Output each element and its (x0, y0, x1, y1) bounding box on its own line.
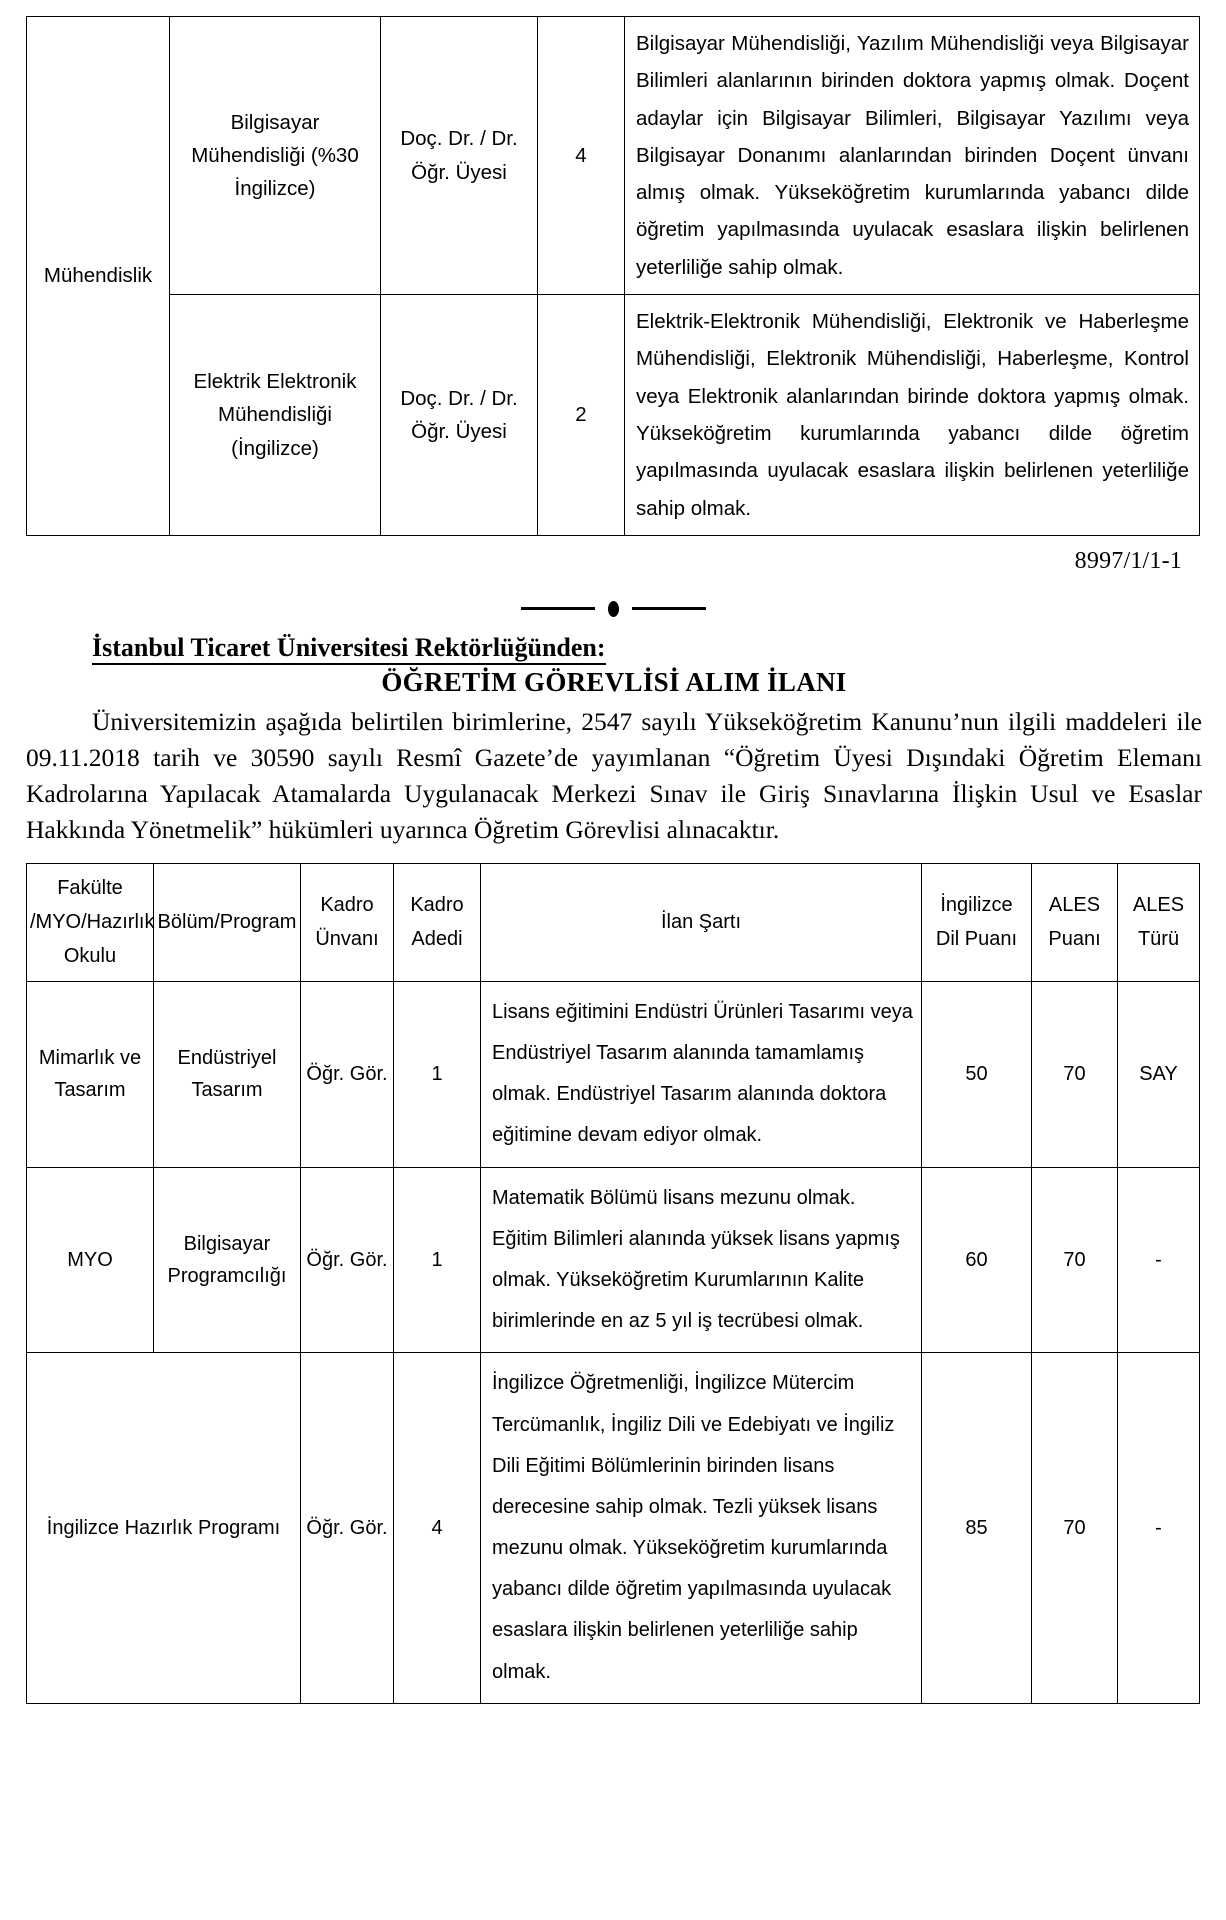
separator-line-right (631, 607, 706, 611)
header-kadro-adedi-line1: Kadro (410, 893, 464, 916)
cell-kadro-unvani: Doç. Dr. / Dr. Öğr. Üyesi (380, 294, 538, 536)
header-ales-turu-line1: ALES (1132, 893, 1185, 916)
cell-program: Bilgisayar Mühendisliği (%30 İngilizce) (169, 15, 381, 296)
header-kadro-adedi: Kadro Adedi (393, 862, 481, 982)
cell-ingilizce-dil-puani: 85 (921, 1352, 1032, 1704)
reference-code: 8997/1/1-1 (1074, 547, 1182, 574)
table-row: Mimarlık ve Tasarım Endüstriyel Tasarım … (26, 980, 1200, 1168)
cell-kadro-unvani: Öğr. Gör. (300, 1352, 394, 1704)
cell-faculty: MYO (26, 1166, 154, 1354)
cell-program: Elektrik Elektronik Mühendisliği (İngili… (169, 294, 381, 536)
cell-condition: Elektrik-Elektronik Mühendisliği, Elektr… (624, 294, 1200, 536)
cell-faculty: Mimarlık ve Tasarım (26, 980, 154, 1168)
cell-kadro-unvani: Öğr. Gör. (300, 980, 394, 1168)
cell-ingilizce-dil-puani: 50 (921, 980, 1032, 1168)
table-row: MYO Bilgisayar Programcılığı Öğr. Gör. 1… (26, 1166, 1200, 1354)
header-ales-line2: Puanı (1048, 928, 1101, 951)
table-row: Mühendislik Bilgisayar Mühendisliği (%30… (26, 15, 1200, 536)
header-kadro-unvani: Kadro Ünvanı (300, 862, 394, 982)
condition-text: Lisans eğitimini Endüstri Ürünleri Tasar… (492, 1000, 913, 1147)
announcement-block: İstanbul Ticaret Üniversitesi Rektörlüğü… (0, 632, 1226, 849)
cell-program-line1: Endüstriyel (177, 1046, 277, 1069)
cell-unit: Mühendislik (26, 16, 170, 536)
cell-kadro-adedi: 2 (537, 294, 625, 536)
cell-program: Bilgisayar Programcılığı (153, 1166, 301, 1354)
header-ales-turu: ALES Türü (1117, 862, 1200, 982)
separator-line-left (520, 607, 595, 611)
cell-ilan-sarti: Lisans eğitimini Endüstri Ürünleri Tasar… (480, 980, 922, 1168)
header-ingilizce-line2: Dil Puanı (935, 928, 1018, 951)
page-title: ÖĞRETİM GÖREVLİSİ ALIM İLANI (381, 666, 847, 697)
section-separator (0, 600, 1226, 617)
cell-program-line2: Tasarım (191, 1079, 263, 1102)
cell-program: Endüstriyel Tasarım (153, 980, 301, 1168)
header-ilan-sarti: İlan Şartı (480, 862, 922, 982)
cell-ales-puani: 70 (1031, 1352, 1118, 1704)
cell-ilan-sarti: İngilizce Öğretmenliği, İngilizce Müterc… (480, 1352, 922, 1704)
table-row: Elektrik Elektronik Mühendisliği (İngili… (27, 294, 1200, 536)
table-row: İngilizce Hazırlık Programı Öğr. Gör. 4 … (26, 1352, 1200, 1704)
organization-heading: İstanbul Ticaret Üniversitesi Rektörlüğü… (26, 632, 1202, 665)
engineering-table-container: Mühendislik Bilgisayar Mühendisliği (%30… (0, 0, 1226, 536)
table-header-row: Fakülte /MYO/Hazırlık Okulu Bölüm/Progra… (26, 862, 1200, 982)
condition-text: Bilgisayar Mühendisliği, Yazılım Mühendi… (636, 32, 1189, 279)
header-program: Bölüm/Program (153, 862, 301, 982)
cell-ales-turu: SAY (1117, 980, 1200, 1168)
cell-faculty-line2: Tasarım (54, 1079, 126, 1102)
lecturer-table: Fakülte /MYO/Hazırlık Okulu Bölüm/Progra… (26, 862, 1200, 1704)
cell-program-line1: Bilgisayar (183, 1232, 271, 1255)
cell-kadro-adedi: 4 (393, 1352, 481, 1704)
cell-ales-puani: 70 (1031, 1166, 1118, 1354)
header-kadro-unvani-line2: Ünvanı (315, 928, 379, 951)
header-kadro-unvani-line1: Kadro (320, 893, 374, 916)
lecturer-table-container: Fakülte /MYO/Hazırlık Okulu Bölüm/Progra… (0, 859, 1226, 1728)
header-faculty-line2: /MYO/Hazırlık (30, 911, 155, 934)
cell-kadro-unvani: Öğr. Gör. (300, 1166, 394, 1354)
organization-heading-text: İstanbul Ticaret Üniversitesi Rektörlüğü… (92, 632, 606, 665)
engineering-table: Mühendislik Bilgisayar Mühendisliği (%30… (26, 15, 1200, 536)
cell-kadro-adedi: 1 (393, 1166, 481, 1354)
header-ales-line1: ALES (1048, 893, 1101, 916)
header-kadro-adedi-line2: Adedi (411, 928, 463, 951)
cell-ales-turu: - (1117, 1352, 1200, 1704)
separator-dot-icon (607, 600, 619, 617)
header-faculty: Fakülte /MYO/Hazırlık Okulu (26, 862, 155, 982)
cell-ingilizce-dil-puani: 60 (921, 1166, 1032, 1354)
cell-faculty-program-merged: İngilizce Hazırlık Programı (26, 1352, 301, 1704)
cell-ilan-sarti: Matematik Bölümü lisans mezunu olmak. Eğ… (480, 1166, 922, 1354)
header-ingilizce-line1: İngilizce (940, 893, 1013, 916)
cell-ales-puani: 70 (1031, 980, 1118, 1168)
header-faculty-line1: Fakülte (57, 876, 123, 899)
cell-kadro-unvani: Doç. Dr. / Dr. Öğr. Üyesi (380, 15, 538, 296)
intro-paragraph: Üniversitemizin aşağıda belirtilen birim… (26, 706, 1202, 845)
header-ales-turu-line2: Türü (1137, 928, 1180, 951)
condition-text: Elektrik-Elektronik Mühendisliği, Elektr… (636, 310, 1189, 520)
cell-kadro-adedi: 4 (537, 15, 625, 296)
cell-kadro-adedi: 1 (393, 980, 481, 1168)
header-ingilizce-dil-puani: İngilizce Dil Puanı (921, 862, 1032, 982)
header-faculty-line3: Okulu (63, 945, 117, 968)
cell-program-line2: Programcılığı (167, 1264, 287, 1287)
condition-text: İngilizce Öğretmenliği, İngilizce Müterc… (492, 1372, 895, 1683)
condition-text: Matematik Bölümü lisans mezunu olmak. Eğ… (492, 1186, 900, 1333)
cell-condition: Bilgisayar Mühendisliği, Yazılım Mühendi… (624, 15, 1200, 296)
cell-faculty-line1: Mimarlık ve (38, 1046, 142, 1069)
cell-ales-turu: - (1117, 1166, 1200, 1354)
header-ales-puani: ALES Puanı (1031, 862, 1118, 982)
